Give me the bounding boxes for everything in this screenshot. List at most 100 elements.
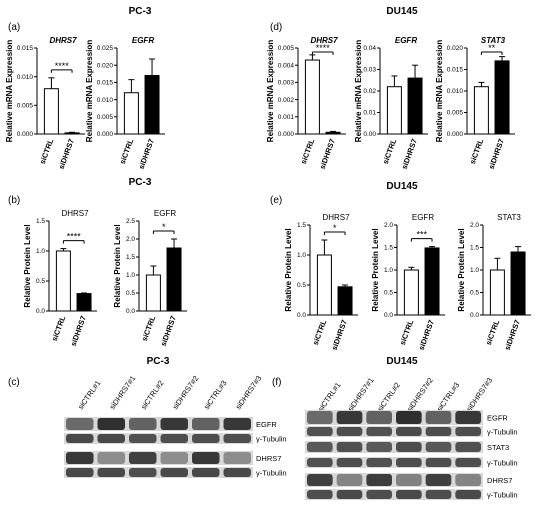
significance-label: * — [162, 222, 166, 232]
chart-a-egfr: EGFR 0.000 0.005 0.010 0.015 0.020 0.025Relati… — [85, 36, 165, 170]
significance-label: *** — [416, 230, 427, 240]
chart-title: EGFR — [395, 36, 417, 45]
x-tick-label: siDHRS7 — [159, 315, 178, 348]
chart-e-dhrs7: DHRS7 0.0 0.5 1.0 1.5 Relative Protein Level s… — [284, 213, 358, 351]
blot-band — [192, 434, 220, 443]
bar-sictrl — [403, 269, 419, 316]
blot-band — [455, 427, 481, 436]
bar-sictrl — [55, 250, 71, 312]
blot-band — [336, 490, 363, 499]
blot-band-label: γ-Tubulin — [487, 428, 518, 437]
y-tick-label: 0.015 — [97, 80, 114, 87]
x-tick-label: siDHRS7 — [503, 319, 522, 352]
blot-strip — [64, 433, 253, 444]
section-title-d: DU145 — [386, 6, 418, 17]
lane-label: siCTRL#2 — [139, 379, 165, 411]
y-tick-label: 2.0 — [126, 236, 135, 243]
x-tick-label: siDHRS7 — [330, 319, 349, 352]
bar-sictrl — [145, 274, 161, 312]
chart-e-egfr: EGFR 0.0 0.5 1.0 1.5 2.0 Relative Protein Leve… — [371, 213, 445, 351]
blot-band — [366, 427, 392, 436]
significance-label: * — [333, 223, 337, 233]
bar-sidhrs7 — [424, 247, 440, 316]
y-axis-label: Relative mRNA Expression — [354, 40, 363, 143]
y-tick-label: 0.5 — [297, 282, 306, 289]
blot-band — [307, 427, 333, 436]
y-tick-label: 0.020 — [447, 45, 464, 52]
significance-label: **** — [67, 232, 82, 242]
x-tick-label: siDHRS7 — [57, 138, 76, 171]
y-axis-label: Relative Protein Level — [457, 228, 466, 311]
section-title-b: PC-3 — [129, 177, 152, 188]
blot-band — [366, 411, 392, 424]
y-tick-label: 0.020 — [97, 62, 114, 69]
blot-band — [129, 468, 157, 477]
x-tick-label: siDHRS7 — [69, 315, 88, 348]
y-tick-label: 0.5 — [470, 290, 479, 297]
blot-band — [425, 427, 452, 436]
chart-title: DHRS7 — [49, 36, 77, 45]
lane-label: siCTRL#3 — [202, 379, 228, 411]
blot-band — [307, 474, 333, 486]
blot-band-label: γ-Tubulin — [256, 469, 287, 478]
blot-band — [455, 490, 481, 499]
bar-sidhrs7 — [407, 77, 423, 135]
bar-sidhrs7 — [144, 75, 160, 135]
y-tick-label: 0.000 — [97, 131, 114, 138]
x-tick-label: siDHRS7 — [487, 138, 506, 171]
y-tick-label: 0.004 — [278, 62, 295, 69]
lane-label: siCTRL#1 — [316, 381, 342, 413]
significance-label: **** — [316, 43, 331, 53]
y-tick-label: 0.01 — [363, 110, 376, 117]
blot-band-label: EGFR — [256, 420, 277, 429]
y-tick-label: 1.0 — [470, 267, 479, 274]
blot-band — [336, 411, 363, 424]
lane-label: siDHRS7#1 — [108, 374, 138, 411]
lane-label: siCTRL#3 — [435, 381, 461, 413]
y-tick-label: 0.0 — [384, 312, 393, 319]
panel-letter-c: (c) — [8, 377, 20, 388]
panel-letter-f: (f) — [272, 377, 281, 388]
blot-band — [160, 418, 188, 430]
blot-strip — [305, 457, 483, 468]
bar-sidhrs7 — [325, 131, 341, 135]
blot-band — [396, 474, 422, 486]
chart-title: STAT3 — [497, 213, 521, 222]
y-tick-label: 0.0 — [126, 308, 135, 315]
blot-band — [455, 411, 481, 424]
y-tick-label: 0.025 — [97, 45, 114, 52]
blot-band — [66, 434, 94, 443]
blot-band — [396, 442, 422, 452]
blot-band — [336, 427, 363, 436]
lane-label: siCTRL#2 — [375, 381, 401, 413]
blot-band — [396, 458, 422, 467]
chart-e-stat3: STAT3 0.0 0.5 1.0 1.5 2.0 Relative Protein Lev… — [457, 213, 531, 351]
lane-label: siDHRS7#3 — [234, 374, 264, 411]
blot-band — [129, 418, 157, 430]
blot-band — [160, 434, 188, 443]
y-tick-label: 1.5 — [36, 218, 45, 225]
y-tick-label: 0.0 — [297, 312, 306, 319]
blot-band — [160, 452, 188, 464]
blot-strip — [305, 489, 483, 500]
x-tick-label: siCTRL — [38, 137, 56, 165]
panel-letter-e: (e) — [270, 195, 282, 206]
y-axis-label: Relative mRNA Expression — [5, 40, 14, 143]
y-tick-label: 0.005 — [97, 114, 114, 121]
chart-d-dhrs7: DHRS7 0.000 0.001 0.002 0.003 0.004 0.005Relat… — [266, 36, 346, 170]
y-tick-label: 0.000 — [278, 131, 295, 138]
blot-band — [396, 411, 422, 424]
blot-c: siCTRL#1 siDHRS7#1 siCTRL#2 siDHRS7#2 siCTRL… — [64, 374, 287, 478]
lane-label: siDHRS7#2 — [405, 376, 435, 413]
blot-band — [66, 452, 94, 464]
y-axis-label: Relative Protein Level — [371, 228, 380, 311]
panel-letter-b: (b) — [8, 195, 20, 206]
lane-label: siCTRL#1 — [76, 379, 102, 411]
y-axis-label: Relative Protein Level — [284, 228, 293, 311]
y-tick-label: 0.003 — [278, 80, 295, 87]
blot-band — [396, 427, 422, 436]
bar-sidhrs7 — [64, 132, 80, 135]
bar-sidhrs7 — [510, 251, 526, 316]
